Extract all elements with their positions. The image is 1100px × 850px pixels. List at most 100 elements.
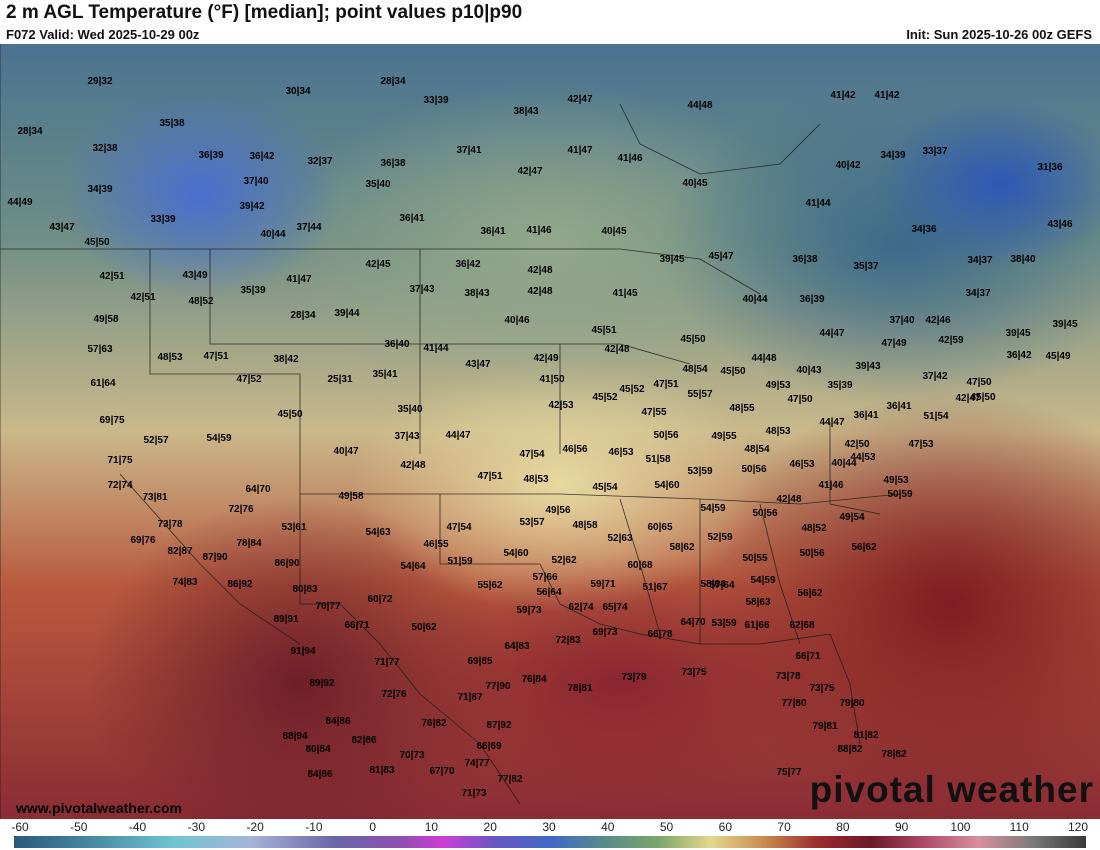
point-value-label: 49|55 bbox=[711, 431, 737, 442]
point-value-label: 31|36 bbox=[1037, 162, 1063, 173]
point-value-label: 84|86 bbox=[307, 769, 333, 780]
colorbar-tick-label: -30 bbox=[187, 820, 205, 834]
colorbar-ticks: -60 -50 -40 -30 -20 -10 0 10 20 30 40 50 60 70 80 90 100… bbox=[0, 819, 1100, 835]
point-value-label: 89|92 bbox=[309, 678, 335, 689]
point-value-label: 36|40 bbox=[384, 339, 410, 350]
point-value-label: 88|82 bbox=[837, 744, 863, 755]
point-value-label: 76|84 bbox=[521, 674, 547, 685]
point-value-label: 54|64 bbox=[400, 561, 426, 572]
point-value-label: 37|40 bbox=[243, 176, 269, 187]
temperature-map[interactable]: 29|32 30|34 28|34 33|39 42|47 44|48 41|42 41|42… bbox=[0, 44, 1100, 819]
point-value-label: 80|83 bbox=[292, 584, 318, 595]
point-value-label: 74|83 bbox=[172, 577, 198, 588]
point-value-label: 37|41 bbox=[456, 145, 482, 156]
point-value-label: 40|44 bbox=[260, 229, 286, 240]
point-value-label: 62|68 bbox=[789, 620, 815, 631]
point-value-label: 72|76 bbox=[228, 504, 254, 515]
point-value-label: 45|50 bbox=[84, 237, 110, 248]
point-value-label: 41|46 bbox=[617, 153, 643, 164]
point-value-label: 53|59 bbox=[711, 618, 737, 629]
point-value-label: 41|47 bbox=[567, 145, 593, 156]
point-value-label: 69|76 bbox=[130, 535, 156, 546]
point-value-label: 37|43 bbox=[409, 284, 435, 295]
point-value-label: 38|43 bbox=[464, 288, 490, 299]
point-value-label: 40|44 bbox=[742, 294, 768, 305]
point-value-label: 36|41 bbox=[853, 410, 879, 421]
point-value-label: 70|77 bbox=[315, 601, 341, 612]
point-value-label: 50|62 bbox=[411, 622, 437, 633]
point-value-label: 78|84 bbox=[236, 538, 262, 549]
point-value-label: 48|53 bbox=[523, 474, 549, 485]
point-value-label: 37|43 bbox=[394, 431, 420, 442]
point-value-label: 46|56 bbox=[562, 444, 588, 455]
point-value-label: 54|59 bbox=[750, 575, 776, 586]
point-value-label: 56|62 bbox=[851, 542, 877, 553]
point-value-label: 79|80 bbox=[839, 698, 865, 709]
point-value-label: 73|75 bbox=[809, 683, 835, 694]
point-value-label: 30|34 bbox=[285, 86, 311, 97]
point-value-label: 50|56 bbox=[653, 430, 679, 441]
point-value-label: 73|81 bbox=[142, 492, 168, 503]
point-value-label: 41|50 bbox=[539, 374, 565, 385]
state-borders bbox=[0, 44, 901, 819]
header: 2 m AGL Temperature (°F) [median]; point… bbox=[0, 0, 1100, 44]
point-value-label: 38|43 bbox=[513, 106, 539, 117]
point-value-label: 66|71 bbox=[795, 651, 821, 662]
colorbar-tick-label: -60 bbox=[11, 820, 29, 834]
point-value-label: 45|49 bbox=[1045, 351, 1071, 362]
point-value-label: 41|46 bbox=[526, 225, 552, 236]
point-value-label: 39|45 bbox=[659, 254, 685, 265]
point-value-label: 70|73 bbox=[399, 750, 425, 761]
point-value-label: 38|40 bbox=[1010, 254, 1036, 265]
point-value-label: 35|40 bbox=[365, 179, 391, 190]
point-value-label: 46|55 bbox=[423, 539, 449, 550]
colorbar-tick-label: 30 bbox=[542, 820, 556, 834]
point-value-label: 44|48 bbox=[687, 100, 713, 111]
point-value-label: 49|58 bbox=[338, 491, 364, 502]
point-value-label: 66|71 bbox=[344, 620, 370, 631]
point-value-label: 41|42 bbox=[830, 90, 856, 101]
point-value-label: 45|47 bbox=[708, 251, 734, 262]
point-value-label: 54|59 bbox=[700, 503, 726, 514]
point-value-label: 52|63 bbox=[607, 533, 633, 544]
point-value-label: 56|64 bbox=[536, 587, 562, 598]
point-value-label: 40|45 bbox=[601, 226, 627, 237]
point-value-label: 39|42 bbox=[239, 201, 265, 212]
point-value-label: 44|49 bbox=[7, 197, 33, 208]
point-value-label: 49|53 bbox=[765, 380, 791, 391]
point-value-label: 42|51 bbox=[130, 292, 156, 303]
point-value-label: 73|79 bbox=[621, 672, 647, 683]
point-value-label: 36|41 bbox=[480, 226, 506, 237]
point-value-label: 36|39 bbox=[198, 150, 224, 161]
point-value-label: 48|53 bbox=[157, 352, 183, 363]
point-value-label: 42|45 bbox=[365, 259, 391, 270]
point-value-label: 60|68 bbox=[627, 560, 653, 571]
point-value-label: 76|82 bbox=[421, 718, 447, 729]
valid-time: F072 Valid: Wed 2025-10-29 00z bbox=[6, 27, 200, 42]
point-value-label: 36|38 bbox=[792, 254, 818, 265]
point-value-label: 36|42 bbox=[249, 151, 275, 162]
point-value-label: 58|62 bbox=[669, 542, 695, 553]
colorbar-tick-label: 40 bbox=[601, 820, 615, 834]
point-value-label: 36|42 bbox=[1006, 350, 1032, 361]
point-value-label: 50|56 bbox=[741, 464, 767, 475]
point-value-label: 50|55 bbox=[742, 553, 768, 564]
point-value-label: 79|81 bbox=[812, 721, 838, 732]
colorbar-tick-label: 80 bbox=[836, 820, 850, 834]
point-value-label: 47|55 bbox=[641, 407, 667, 418]
point-value-label: 45|50 bbox=[720, 366, 746, 377]
point-value-label: 73|75 bbox=[681, 667, 707, 678]
point-value-label: 81|82 bbox=[853, 730, 879, 741]
point-value-label: 42|51 bbox=[99, 271, 125, 282]
init-time: Init: Sun 2025-10-26 00z GEFS bbox=[906, 27, 1092, 42]
point-value-label: 42|48 bbox=[400, 460, 426, 471]
point-value-label: 28|34 bbox=[290, 310, 316, 321]
point-value-label: 47|53 bbox=[908, 439, 934, 450]
point-value-label: 46|53 bbox=[608, 447, 634, 458]
point-value-label: 53|61 bbox=[281, 522, 307, 533]
point-value-label: 36|42 bbox=[455, 259, 481, 270]
point-value-label: 47|49 bbox=[881, 338, 907, 349]
point-value-label: 36|39 bbox=[799, 294, 825, 305]
point-value-label: 45|50 bbox=[680, 334, 706, 345]
point-value-label: 46|53 bbox=[789, 459, 815, 470]
